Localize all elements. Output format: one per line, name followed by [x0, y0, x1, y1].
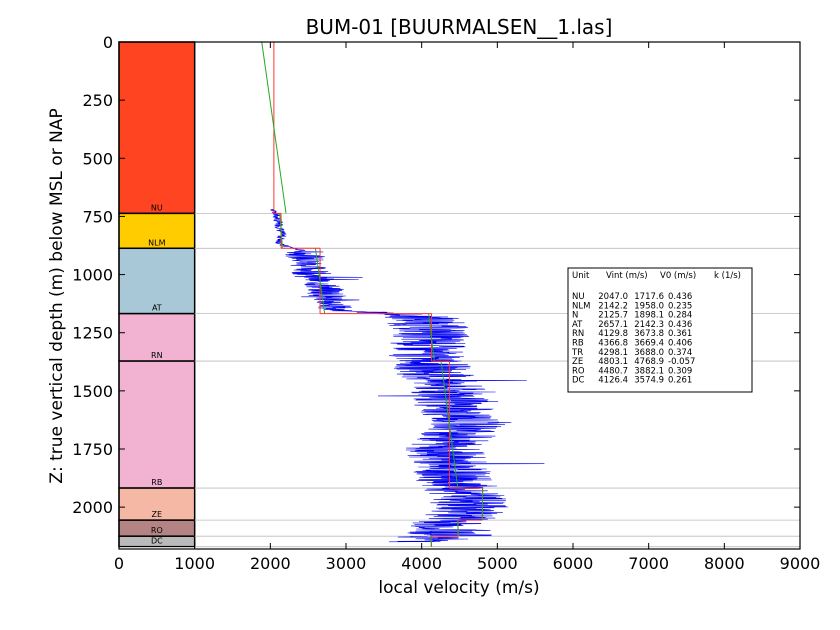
legend-table-vint: 4126.4	[598, 376, 628, 386]
x-tick-label: 9000	[780, 554, 821, 573]
y-tick-label: 250	[82, 91, 113, 110]
legend-table-k: 0.406	[668, 339, 692, 349]
legend-table-vint: 4803.1	[598, 357, 628, 367]
legend-table-k: 0.436	[668, 320, 692, 330]
legend-table-k: 0.284	[668, 311, 692, 321]
legend-table-v0: 1717.6	[634, 292, 664, 302]
x-tick-label: 3000	[326, 554, 367, 573]
unit-band-at	[118, 247, 196, 315]
trend-line-dc	[430, 536, 433, 547]
legend-table-v0: 1958.0	[634, 301, 664, 311]
legend-table-k: 0.436	[668, 292, 692, 302]
plot-frame	[118, 41, 801, 550]
legend-table-unit: TR	[571, 348, 583, 358]
y-tick-label: 2000	[72, 498, 113, 517]
legend-table-v0: 3688.0	[634, 348, 664, 358]
trend-line-at	[314, 248, 326, 314]
y-tick-label: 0	[103, 33, 113, 52]
legend-table-vint: 2657.1	[598, 320, 628, 330]
trend-line-nlm	[279, 213, 283, 249]
legend-table-v0: 3673.8	[634, 329, 664, 339]
y-axis-label: Z: true vertical depth (m) below MSL or …	[47, 108, 67, 483]
chart-title: BUM-01 [BUURMALSEN__1.las]	[306, 15, 613, 39]
legend-table-k: 0.261	[668, 376, 692, 386]
unit-label-nlm: NLM	[148, 238, 165, 247]
legend-table-vint: 4298.1	[598, 348, 628, 358]
legend-table-unit: AT	[572, 320, 583, 330]
x-tick-label: 2000	[250, 554, 291, 573]
legend-table-k: -0.057	[668, 357, 695, 367]
x-axis-label: local velocity (m/s)	[378, 578, 539, 598]
unit-label-ze: ZE	[152, 510, 163, 519]
unit-band-rn	[118, 312, 196, 362]
unit-label-nu: NU	[151, 203, 163, 212]
x-tick-label: 0	[114, 554, 124, 573]
unit-label-at: AT	[152, 304, 162, 313]
trend-line-ze	[481, 488, 484, 521]
y-tick-label: 1750	[72, 440, 113, 459]
y-tick-label: 1000	[72, 266, 113, 285]
unit-band-nlm	[118, 212, 196, 250]
legend-table-vint: 4129.8	[598, 329, 628, 339]
legend-table-header: k (1/s)	[714, 271, 741, 281]
legend-table-header: V0 (m/s)	[660, 271, 696, 281]
y-tick-label: 500	[82, 149, 113, 168]
x-tick-label: 1000	[174, 554, 215, 573]
y-tick-label: 1250	[72, 324, 113, 343]
legend-table-unit: RN	[572, 329, 584, 339]
legend-table-unit: N	[572, 311, 578, 321]
legend-table-unit: NU	[572, 292, 585, 302]
legend-table-k: 0.374	[668, 348, 692, 358]
legend-table-vint: 4480.7	[598, 366, 628, 376]
legend-table-vint: 2047.0	[598, 292, 628, 302]
unit-label-rb: RB	[151, 478, 162, 487]
x-tick-label: 5000	[477, 554, 518, 573]
legend-table-v0: 4768.9	[634, 357, 664, 367]
y-tick-label: 750	[82, 207, 113, 226]
unit-band-rb	[118, 360, 196, 489]
x-tick-label: 7000	[628, 554, 669, 573]
unit-band-nu	[118, 41, 196, 215]
legend-table-k: 0.235	[668, 301, 692, 311]
legend-table-v0: 3669.4	[634, 339, 664, 349]
trend-line-nu	[261, 41, 287, 214]
unit-label-ro: RO	[151, 526, 163, 535]
unit-label-rn: RN	[151, 351, 163, 360]
legend-table-unit: DC	[572, 376, 585, 386]
legend-table-box	[567, 267, 753, 393]
trend-line-ro	[456, 520, 460, 537]
velocity-log-line	[270, 209, 545, 543]
legend-table-unit: ZE	[572, 357, 583, 367]
legend-table-unit: RO	[572, 366, 585, 376]
trend-line-rb	[440, 361, 459, 489]
legend-table-k: 0.309	[668, 366, 692, 376]
legend-table-v0: 2142.3	[634, 320, 664, 330]
trend-line-rn	[428, 313, 435, 362]
y-tick-label: 1500	[72, 382, 113, 401]
legend-table-vint: 2142.2	[598, 301, 628, 311]
legend-table-header: Unit	[572, 271, 590, 281]
unit-label-dc: DC	[151, 537, 163, 546]
legend-table-k: 0.361	[668, 329, 692, 339]
legend-table-header: Vint (m/s)	[606, 271, 648, 281]
legend-table-v0: 1898.1	[634, 311, 664, 321]
legend-table-v0: 3574.9	[634, 376, 664, 386]
legend-table-v0: 3882.1	[634, 366, 664, 376]
x-tick-label: 8000	[704, 554, 745, 573]
x-tick-label: 6000	[553, 554, 594, 573]
legend-table-vint: 2125.7	[598, 311, 628, 321]
legend-table-unit: RB	[572, 339, 584, 349]
legend-table-unit: NLM	[572, 301, 590, 311]
legend-table-vint: 4366.8	[598, 339, 628, 349]
x-tick-label: 4000	[401, 554, 442, 573]
